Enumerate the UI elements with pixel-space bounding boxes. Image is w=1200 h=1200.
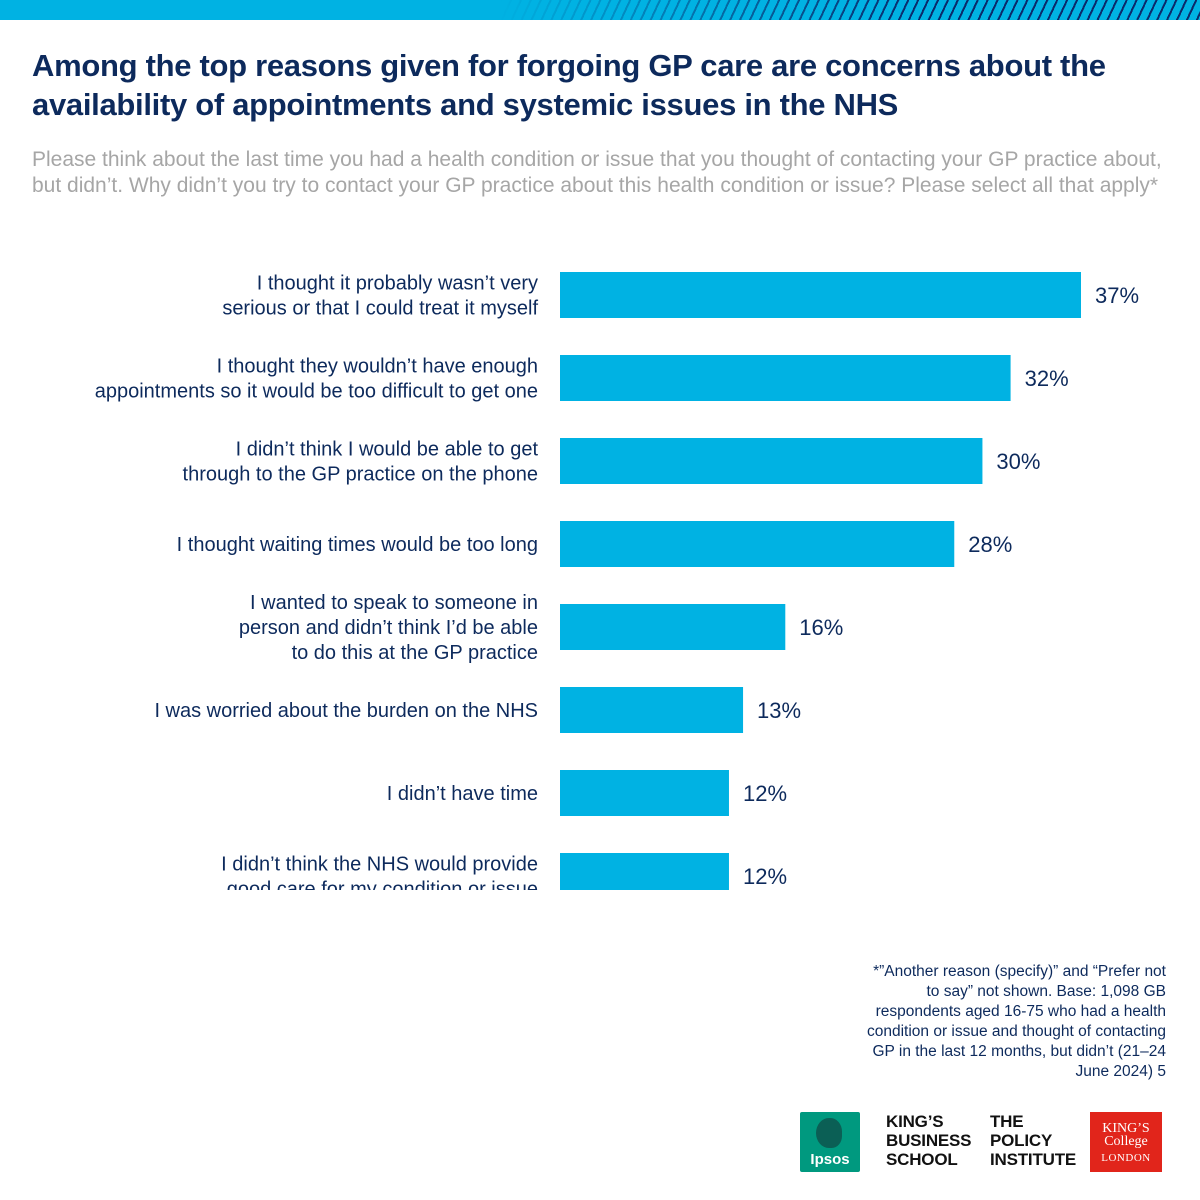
category-label-5-line-0: I was worried about the burden on the NH… xyxy=(154,700,538,722)
kings-business-school-logo: KING’S BUSINESS SCHOOL xyxy=(886,1112,972,1169)
category-label-3-line-0: I thought waiting times would be too lon… xyxy=(177,534,538,556)
chart-subtitle: Please think about the last time you had… xyxy=(32,148,1162,197)
bar-chart: 37% I thought it probably wasn’t very seri… xyxy=(95,272,1139,891)
value-label-3: 28% xyxy=(968,532,1012,557)
category-label-1-line-0: I thought they wouldn’t have enough xyxy=(217,356,538,378)
category-label-0-line-0: I thought it probably wasn’t very xyxy=(257,273,538,295)
decorative-stripes xyxy=(500,0,1200,20)
category-label-2-line-1: through to the GP practice on the phone xyxy=(183,464,538,486)
ipsos-logo-text: Ipsos xyxy=(810,1151,850,1168)
value-label-6: 12% xyxy=(743,781,787,806)
value-label-5: 13% xyxy=(757,698,801,723)
category-label-4-line-0: I wanted to speak to someone in xyxy=(250,592,538,614)
value-label-1: 32% xyxy=(1025,366,1069,391)
footnote: *”Another reason (specify)” and “Prefer … xyxy=(866,963,1166,1080)
category-label-4-line-2: to do this at the GP practice xyxy=(292,642,538,664)
ipsos-head-icon xyxy=(816,1118,842,1148)
top-accent-band xyxy=(0,0,1200,20)
bar-0 xyxy=(560,272,1081,318)
category-label-0-line-1: serious or that I could treat it myself xyxy=(222,298,538,320)
bar-3 xyxy=(560,521,955,567)
category-label-4-line-1: person and didn’t think I’d be able xyxy=(239,617,538,639)
category-label-7-line-0: I didn’t think the NHS would provide xyxy=(221,854,538,876)
logo-strip: Ipsos KING’S BUSINESS SCHOOL THE POLICY … xyxy=(800,1112,1180,1174)
bar-1 xyxy=(560,355,1011,401)
bar-2 xyxy=(560,438,983,484)
value-label-7: 12% xyxy=(743,864,787,889)
category-label-1-line-1: appointments so it would be too difficul… xyxy=(95,381,538,403)
category-label-2-line-0: I didn’t think I would be able to get xyxy=(236,439,539,461)
value-label-0: 37% xyxy=(1095,283,1139,308)
bar-5 xyxy=(560,687,744,733)
bar-4 xyxy=(560,604,786,650)
category-label-7-line-1: good care for my condition or issue xyxy=(227,879,538,891)
kings-college-london-logo: KING’S College LONDON xyxy=(1090,1112,1162,1172)
category-label-6-line-0: I didn’t have time xyxy=(387,783,538,805)
value-label-2: 30% xyxy=(996,449,1040,474)
kcl-logo-top-text: KING’S College xyxy=(1102,1121,1150,1149)
bar-6 xyxy=(560,770,729,816)
value-label-4: 16% xyxy=(799,615,843,640)
chart-title: Among the top reasons given for forgoing… xyxy=(32,48,1106,122)
bar-7 xyxy=(560,853,729,890)
policy-institute-logo: THE POLICY INSTITUTE xyxy=(990,1112,1077,1169)
ipsos-logo: Ipsos xyxy=(800,1112,860,1172)
kcl-logo-bottom-text: LONDON xyxy=(1101,1152,1151,1164)
